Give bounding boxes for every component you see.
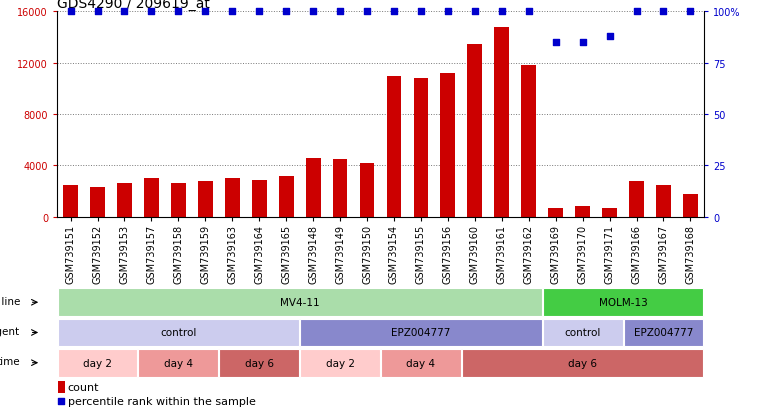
Bar	[441, 74, 455, 217]
Point	[172, 9, 184, 16]
Text: percentile rank within the sample: percentile rank within the sample	[68, 396, 256, 406]
Point	[603, 34, 616, 40]
Point	[199, 9, 212, 16]
Point	[658, 9, 670, 16]
Text: control: control	[565, 328, 601, 338]
Bar	[333, 160, 348, 217]
Point	[145, 9, 158, 16]
Point	[361, 9, 373, 16]
Text: cell line: cell line	[0, 296, 20, 306]
Bar	[171, 184, 186, 217]
Point	[442, 9, 454, 16]
Bar	[90, 188, 105, 217]
Bar	[139, 349, 218, 377]
Bar	[117, 184, 132, 217]
Text: GDS4290 / 209619_at: GDS4290 / 209619_at	[57, 0, 210, 12]
Point	[55, 398, 67, 404]
Bar	[300, 349, 380, 377]
Text: agent: agent	[0, 326, 20, 336]
Point	[523, 9, 535, 16]
Bar	[58, 319, 299, 347]
Text: day 2: day 2	[326, 358, 355, 368]
Point	[630, 9, 642, 16]
Bar	[279, 176, 294, 217]
Point	[119, 9, 131, 16]
Bar	[521, 66, 537, 217]
Text: control: control	[160, 328, 196, 338]
Point	[549, 40, 562, 46]
Point	[495, 9, 508, 16]
Bar	[252, 180, 266, 217]
Bar	[548, 208, 563, 217]
Bar	[543, 319, 622, 347]
Bar	[467, 45, 482, 217]
Bar	[58, 381, 65, 393]
Bar	[144, 179, 159, 217]
Bar	[360, 164, 374, 217]
Point	[684, 9, 696, 16]
Bar	[58, 349, 138, 377]
Text: MOLM-13: MOLM-13	[599, 297, 648, 308]
Bar	[629, 181, 644, 217]
Point	[280, 9, 292, 16]
Bar	[462, 349, 703, 377]
Point	[469, 9, 481, 16]
Text: day 4: day 4	[164, 358, 193, 368]
Point	[65, 9, 77, 16]
Bar	[219, 349, 299, 377]
Point	[334, 9, 346, 16]
Bar	[300, 319, 542, 347]
Text: day 6: day 6	[245, 358, 274, 368]
Point	[388, 9, 400, 16]
Text: count: count	[68, 382, 99, 392]
Bar	[683, 194, 698, 217]
Bar	[387, 76, 401, 217]
Text: day 4: day 4	[406, 358, 435, 368]
Text: day 6: day 6	[568, 358, 597, 368]
Bar	[656, 185, 671, 217]
Point	[577, 40, 589, 46]
Text: EPZ004777: EPZ004777	[634, 328, 693, 338]
Bar	[198, 181, 213, 217]
Bar	[623, 319, 703, 347]
Point	[91, 9, 103, 16]
Bar	[306, 158, 320, 217]
Text: time: time	[0, 356, 20, 366]
Text: day 2: day 2	[83, 358, 112, 368]
Point	[307, 9, 319, 16]
Point	[253, 9, 266, 16]
Bar	[413, 79, 428, 217]
Bar	[63, 185, 78, 217]
Text: EPZ004777: EPZ004777	[391, 328, 451, 338]
Point	[226, 9, 238, 16]
Bar	[58, 289, 542, 316]
Bar	[495, 28, 509, 217]
Bar	[224, 179, 240, 217]
Bar	[602, 208, 617, 217]
Point	[415, 9, 427, 16]
Bar	[381, 349, 461, 377]
Bar	[543, 289, 703, 316]
Text: MV4-11: MV4-11	[280, 297, 320, 308]
Bar	[575, 207, 590, 217]
